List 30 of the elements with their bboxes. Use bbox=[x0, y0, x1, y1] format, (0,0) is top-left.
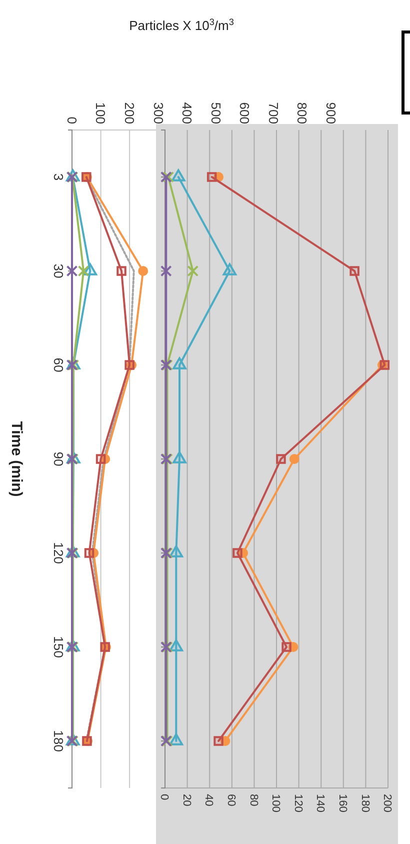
x-tick-label: 0 bbox=[64, 116, 80, 124]
x-tick-label: 900 bbox=[323, 102, 338, 124]
x-tick-label: 20 bbox=[180, 794, 192, 806]
x-tick-label: 160 bbox=[336, 794, 349, 812]
x-tick-label: 400 bbox=[180, 102, 195, 124]
y-tick-label: 3 bbox=[51, 173, 66, 181]
x-tick-label: 140 bbox=[314, 794, 326, 812]
y-tick-label: 30 bbox=[51, 264, 66, 278]
y-axis-title: Time (min) bbox=[8, 421, 25, 497]
x-tick-label: 80 bbox=[247, 794, 260, 806]
x-tick-label: 200 bbox=[381, 794, 394, 812]
x-tick-label: 200 bbox=[122, 102, 138, 124]
x-tick-label: 700 bbox=[266, 102, 281, 124]
y-tick-label: 150 bbox=[51, 636, 66, 658]
x-tick-label: 60 bbox=[225, 794, 238, 806]
x-tick-label: 100 bbox=[93, 102, 108, 124]
y-tick-label: 60 bbox=[51, 358, 66, 372]
x-tick-label: 600 bbox=[237, 102, 252, 124]
y-tick-label: 120 bbox=[51, 542, 66, 564]
x-tick-label: 300 bbox=[150, 102, 166, 124]
x-tick-label: 180 bbox=[358, 794, 371, 812]
x-tick-label: 120 bbox=[292, 794, 304, 812]
y-tick-label: 180 bbox=[51, 730, 66, 752]
x-axis-title: Particles X 10$^{3}$/m$^{3}$ bbox=[129, 17, 234, 33]
x-tick-label: 800 bbox=[294, 102, 310, 124]
x-tick-label: 100 bbox=[270, 794, 282, 812]
x-tick-label: 500 bbox=[208, 102, 224, 124]
x-tick-label: 0 bbox=[158, 794, 170, 800]
x-tick-label: 40 bbox=[202, 794, 215, 806]
y-tick-label: 90 bbox=[51, 452, 66, 466]
